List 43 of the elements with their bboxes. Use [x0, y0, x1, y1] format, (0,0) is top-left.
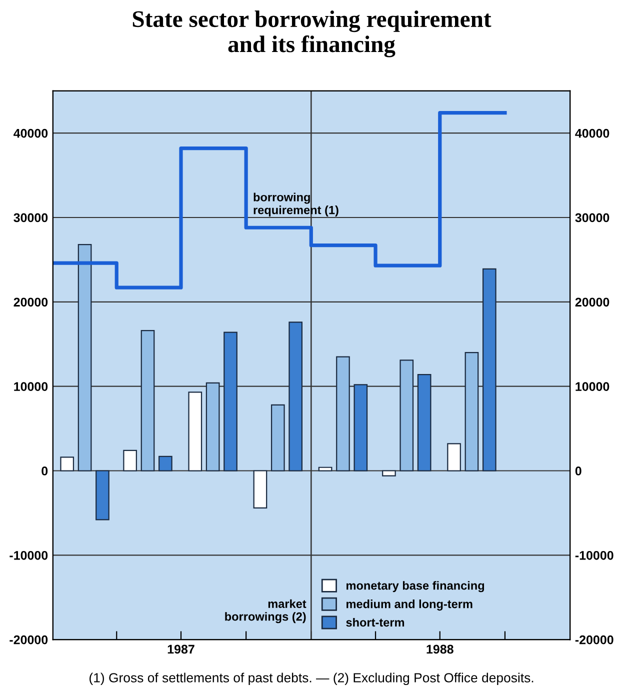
legend-label: monetary base financing — [346, 581, 484, 592]
bar — [336, 356, 350, 472]
legend-label: short-term — [346, 618, 404, 627]
y-tick-label: 30000 — [14, 213, 48, 222]
bar — [60, 456, 74, 472]
bar — [270, 404, 285, 472]
bar — [224, 332, 238, 472]
y2-tick-label: -10000 — [575, 550, 614, 560]
text: (1) Gross of settlements of past debts. — (2) Excluding Post Office deposits. — [90, 672, 534, 686]
bar — [96, 470, 110, 520]
bar — [288, 322, 303, 472]
bar — [158, 456, 172, 472]
bar — [464, 352, 479, 472]
y2-tick-label: -20000 — [575, 635, 614, 644]
legend-label: medium and long-term — [346, 600, 472, 611]
bar — [400, 360, 414, 472]
bar — [354, 384, 368, 472]
bar — [482, 268, 496, 472]
bar — [206, 382, 220, 472]
bar — [447, 443, 461, 472]
y-tick-label: -10000 — [10, 550, 48, 560]
bar — [382, 470, 396, 476]
bar — [253, 470, 268, 508]
x-tick-label: 1987 — [168, 644, 194, 654]
annotation: market borrowings (2) — [225, 599, 306, 624]
y-tick-label: 20000 — [14, 298, 48, 307]
bar — [140, 330, 155, 472]
y2-tick-label: 10000 — [576, 382, 610, 391]
y-tick-label: -20000 — [10, 635, 48, 644]
y-tick-label: 40000 — [14, 128, 48, 138]
bar — [123, 450, 137, 472]
bar — [318, 466, 332, 472]
bar — [188, 392, 202, 472]
bar — [417, 374, 432, 472]
y2-tick-label: 40000 — [575, 128, 610, 138]
x-tick-label: 1988 — [426, 644, 454, 654]
y2-tick-label: 30000 — [575, 213, 610, 222]
y-tick-label: 10000 — [14, 382, 48, 391]
y2-tick-label: 0 — [575, 466, 582, 476]
y2-tick-label: 20000 — [575, 298, 610, 307]
chart-title: State sector borrowing requirement and its financing — [132, 10, 492, 58]
y-tick-label: 0 — [42, 466, 48, 476]
bar — [78, 244, 92, 472]
